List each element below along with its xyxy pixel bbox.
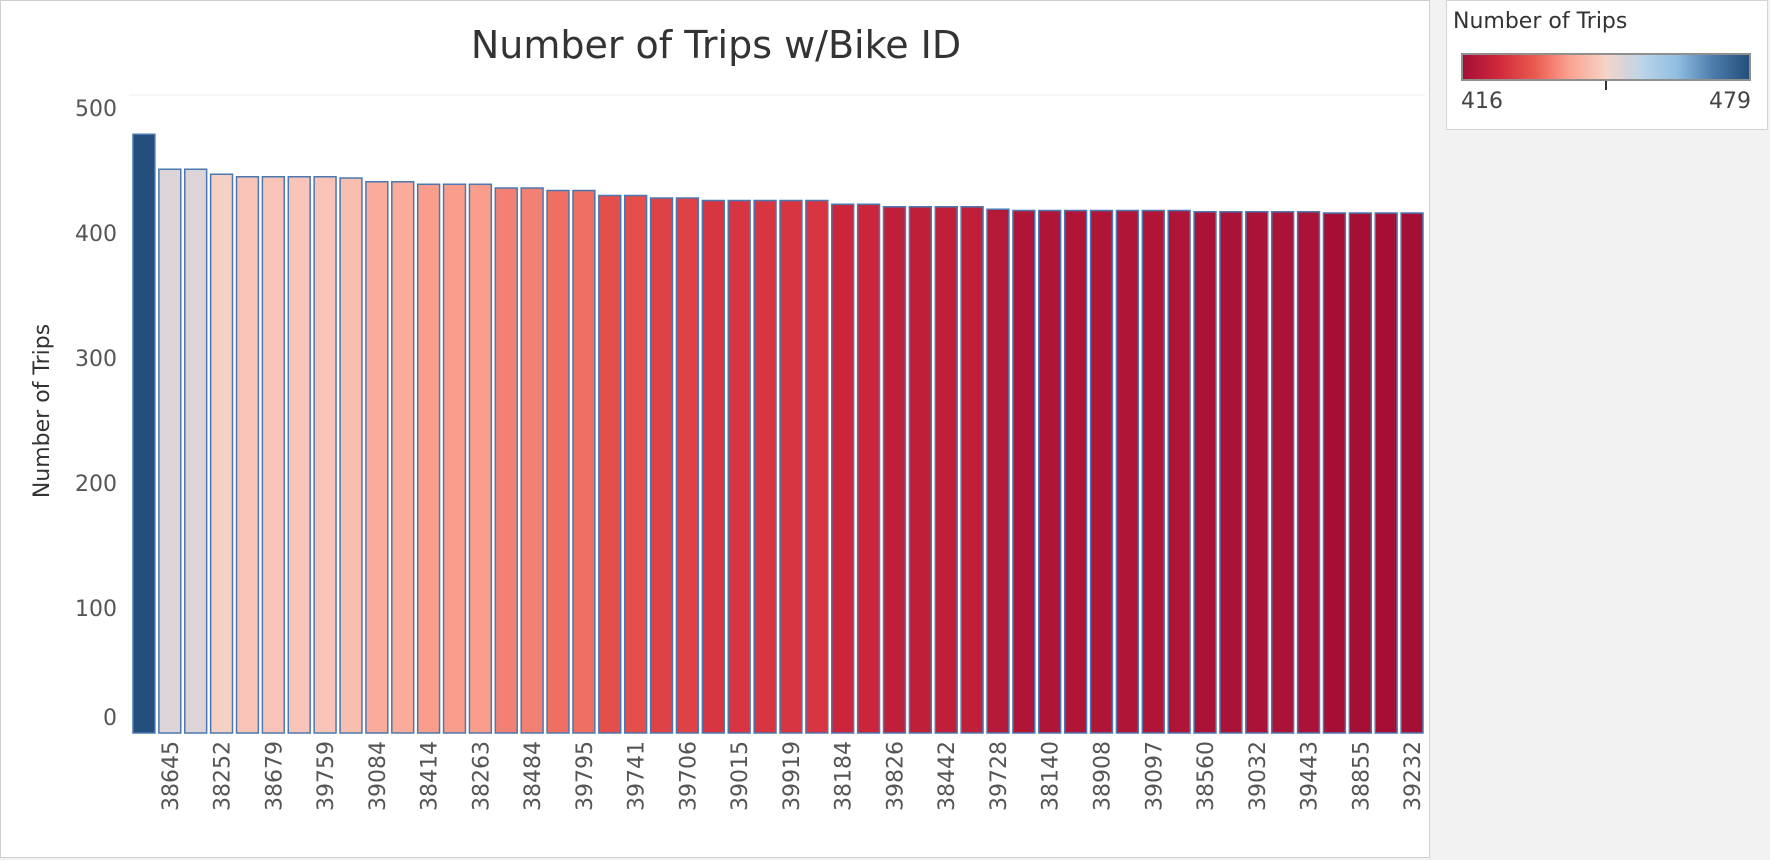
x-tick-label: 38140 xyxy=(1039,741,1064,811)
bar[interactable] xyxy=(960,206,984,734)
x-tick-label: 39919 xyxy=(780,741,805,811)
x-tick-label: 38263 xyxy=(469,741,494,811)
x-tick-label: 38855 xyxy=(1349,741,1374,811)
bar[interactable] xyxy=(727,199,751,734)
bar[interactable] xyxy=(986,208,1010,734)
x-tick-label: 39759 xyxy=(314,741,339,811)
x-tick-label: 39032 xyxy=(1246,741,1271,811)
bar[interactable] xyxy=(209,173,234,734)
bar[interactable] xyxy=(1270,211,1295,734)
bar[interactable] xyxy=(520,187,544,734)
legend-min-label: 416 xyxy=(1461,89,1503,114)
bar[interactable] xyxy=(1167,209,1191,734)
x-tick-label: 38560 xyxy=(1194,741,1219,811)
bar[interactable] xyxy=(1038,209,1062,734)
legend-max-label: 479 xyxy=(1709,89,1751,114)
bar[interactable] xyxy=(1322,212,1347,734)
x-tick-label: 39826 xyxy=(883,741,908,811)
x-tick-label: 39015 xyxy=(728,741,753,811)
x-tick-label: 39097 xyxy=(1142,741,1167,811)
bar[interactable] xyxy=(158,168,182,734)
bar[interactable] xyxy=(391,181,415,734)
chart-title: Number of Trips w/Bike ID xyxy=(471,23,961,67)
bar[interactable] xyxy=(572,189,596,734)
bar-series xyxy=(132,133,1424,734)
bar[interactable] xyxy=(701,199,725,734)
bar[interactable] xyxy=(753,199,777,734)
bar[interactable] xyxy=(313,176,337,734)
x-tick-label: 39084 xyxy=(366,741,391,811)
bar[interactable] xyxy=(908,206,933,734)
color-gradient-bar xyxy=(1461,53,1751,81)
y-tick-label: 100 xyxy=(75,597,117,622)
bar[interactable] xyxy=(1219,211,1243,734)
bar[interactable] xyxy=(261,176,286,734)
bar[interactable] xyxy=(287,176,311,734)
x-tick-label: 38679 xyxy=(262,741,287,811)
y-axis-label: Number of Trips xyxy=(30,324,55,498)
chart-panel: Number of Trips w/Bike ID Number of Trip… xyxy=(0,0,1430,858)
bar[interactable] xyxy=(442,183,467,734)
y-axis: 0 100 200 300 400 500 xyxy=(75,97,117,731)
bar[interactable] xyxy=(468,183,493,734)
x-tick-label: 38645 xyxy=(159,741,184,811)
x-tick-label: 39728 xyxy=(987,741,1012,811)
bar[interactable] xyxy=(856,203,881,734)
bar[interactable] xyxy=(882,206,907,734)
bar[interactable] xyxy=(1063,209,1088,734)
bar[interactable] xyxy=(1141,209,1165,734)
bar[interactable] xyxy=(1115,209,1140,734)
x-tick-label: 39443 xyxy=(1298,741,1323,811)
bar[interactable] xyxy=(339,177,363,734)
bar[interactable] xyxy=(1245,211,1269,734)
x-tick-label: 39232 xyxy=(1401,741,1426,811)
bar[interactable] xyxy=(184,168,208,734)
bar[interactable] xyxy=(546,189,570,734)
x-tick-label: 38908 xyxy=(1091,741,1116,811)
x-tick-label: 39706 xyxy=(676,741,701,811)
bar[interactable] xyxy=(494,187,518,734)
bar[interactable] xyxy=(649,197,674,734)
x-tick-label: 38184 xyxy=(832,741,857,811)
bar[interactable] xyxy=(934,206,958,734)
bar[interactable] xyxy=(623,194,648,734)
y-tick-label: 0 xyxy=(103,706,117,731)
bar[interactable] xyxy=(805,199,829,734)
bar[interactable] xyxy=(1374,212,1398,734)
bar-chart: Number of Trips w/Bike ID Number of Trip… xyxy=(30,23,1426,811)
bar[interactable] xyxy=(132,133,156,734)
legend-title: Number of Trips xyxy=(1453,9,1628,34)
bar[interactable] xyxy=(675,197,700,734)
y-tick-label: 200 xyxy=(75,472,117,497)
bar[interactable] xyxy=(1348,212,1372,734)
bar[interactable] xyxy=(1296,211,1321,734)
bar[interactable] xyxy=(1193,211,1217,734)
x-tick-label: 39795 xyxy=(573,741,598,811)
y-tick-label: 300 xyxy=(75,347,117,372)
legend-midpoint-tick xyxy=(1605,81,1607,90)
x-tick-label: 38252 xyxy=(211,741,236,811)
bar[interactable] xyxy=(235,176,260,734)
bar[interactable] xyxy=(1089,209,1114,734)
y-tick-label: 500 xyxy=(75,97,117,122)
color-legend: Number of Trips 416 479 xyxy=(1446,0,1768,130)
x-tick-label: 38414 xyxy=(418,741,443,811)
bar[interactable] xyxy=(1012,209,1036,734)
x-tick-label: 38484 xyxy=(521,741,546,811)
x-tick-label: 39741 xyxy=(625,741,650,811)
bar[interactable] xyxy=(365,181,389,734)
x-axis: 38645 38252 38679 39759 39084 38414 38263 38484… xyxy=(159,741,1426,811)
bar[interactable] xyxy=(1400,212,1424,734)
x-tick-label: 38442 xyxy=(935,741,960,811)
y-tick-label: 400 xyxy=(75,222,117,247)
bar[interactable] xyxy=(831,203,855,734)
bar[interactable] xyxy=(416,183,441,734)
bar[interactable] xyxy=(779,199,803,734)
bar[interactable] xyxy=(598,194,622,734)
